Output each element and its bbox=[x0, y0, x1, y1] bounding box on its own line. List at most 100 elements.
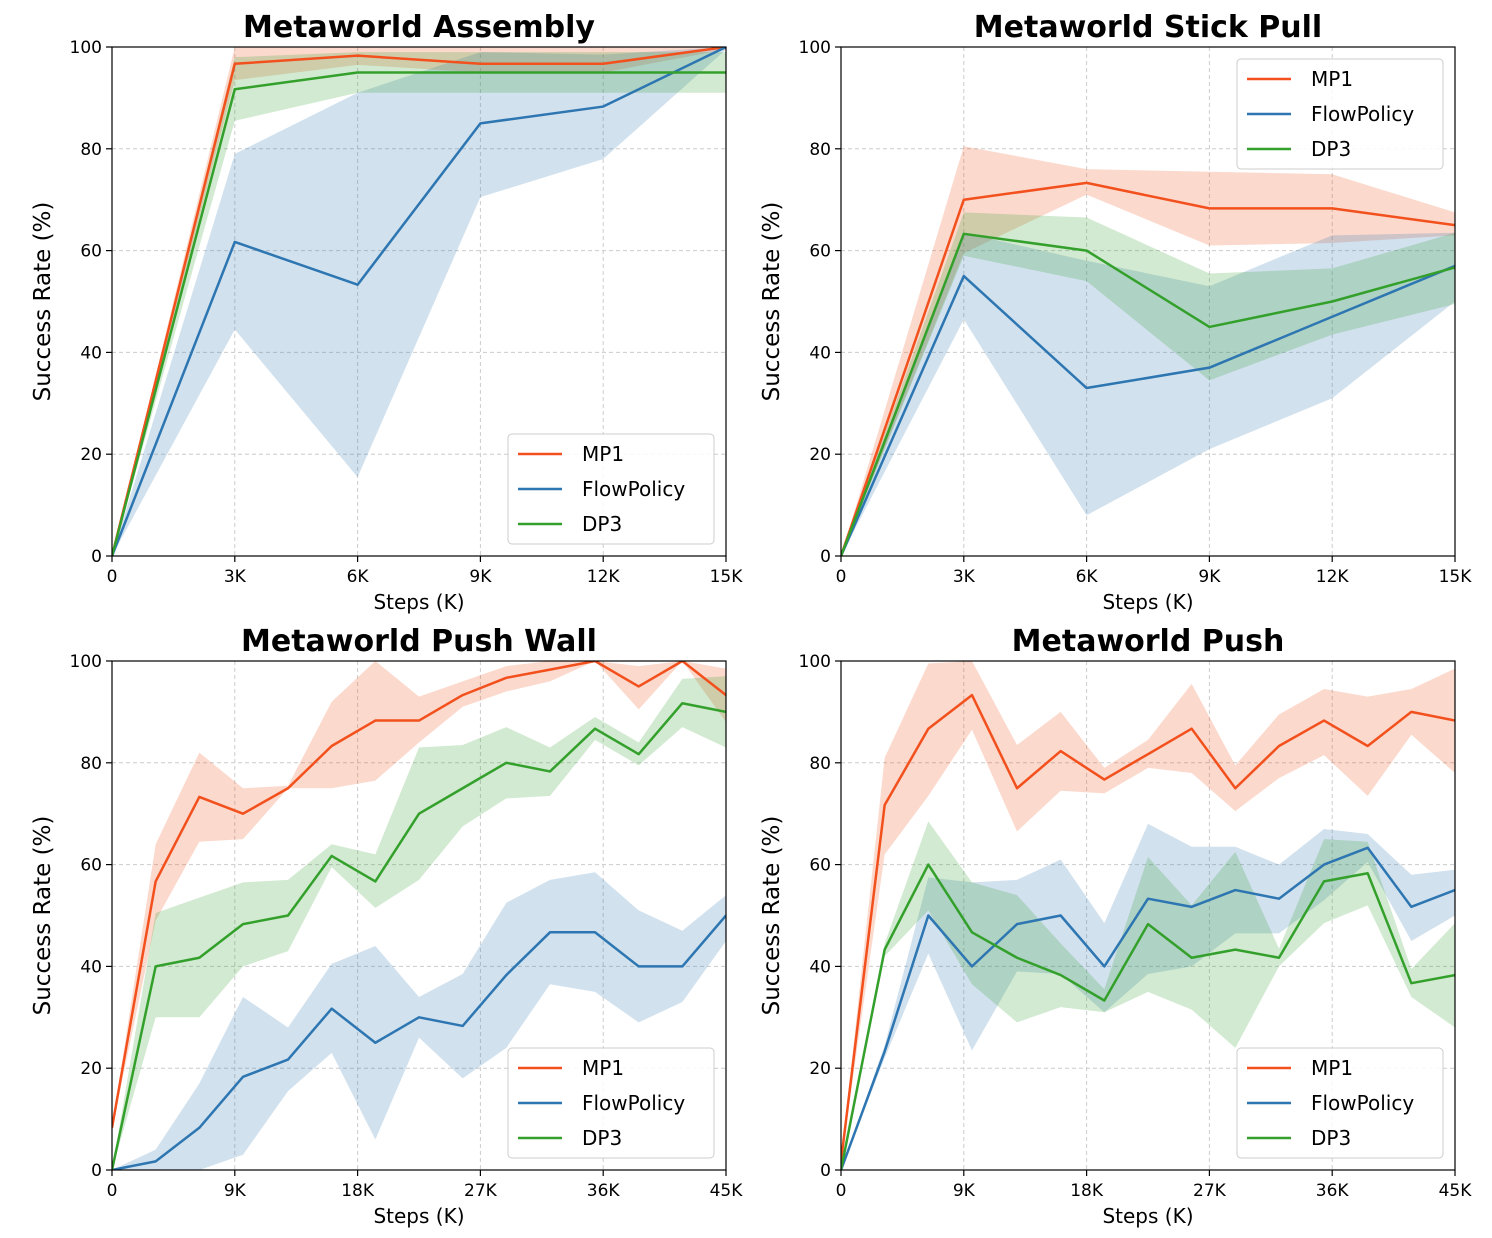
y-tick-label: 100 bbox=[799, 652, 831, 672]
series-line-flowpolicy bbox=[112, 914, 726, 1170]
x-tick-label: 27K bbox=[1193, 1181, 1227, 1201]
x-tick-label: 9K bbox=[1198, 567, 1221, 587]
y-tick-label: 40 bbox=[809, 343, 831, 363]
y-tick-label: 100 bbox=[799, 38, 831, 58]
band-flowpolicy bbox=[112, 872, 726, 1170]
legend-box bbox=[1236, 58, 1444, 170]
y-axis-label: Success Rate (%) bbox=[759, 202, 785, 402]
y-tick-label: 40 bbox=[809, 957, 831, 977]
band-flowpolicy bbox=[841, 823, 1455, 1170]
series-line-mp1 bbox=[112, 661, 726, 1128]
x-tick-label: 45K bbox=[710, 1181, 744, 1201]
series-line-flowpolicy bbox=[841, 846, 1455, 1170]
x-tick-label: 36K bbox=[587, 1181, 621, 1201]
y-tick-label: 20 bbox=[80, 445, 102, 465]
y-tick-label: 40 bbox=[80, 957, 102, 977]
x-tick-label: 0 bbox=[107, 1181, 118, 1201]
legend: MP1 FlowPolicy DP3 bbox=[1236, 58, 1444, 170]
legend-label-dp3: DP3 bbox=[1311, 137, 1351, 161]
y-axis-label: Success Rate (%) bbox=[30, 202, 56, 402]
x-tick-label: 45K bbox=[1439, 1181, 1473, 1201]
x-tick-label: 9K bbox=[953, 1181, 976, 1201]
x-tick-label: 6K bbox=[1076, 567, 1099, 587]
series-line-mp1 bbox=[841, 693, 1455, 1162]
series-line-flowpolicy bbox=[112, 47, 726, 556]
x-tick-label: 12K bbox=[1316, 567, 1350, 587]
chart-title: Metaworld Push bbox=[1012, 624, 1285, 659]
legend-label-dp3: DP3 bbox=[1311, 1126, 1351, 1150]
y-axis-label: Success Rate (%) bbox=[759, 816, 785, 1016]
series-line-dp3 bbox=[112, 71, 726, 556]
x-tick-label: 3K bbox=[224, 567, 247, 587]
band-flowpolicy bbox=[841, 232, 1455, 556]
x-axis-label: Steps (K) bbox=[373, 1204, 464, 1228]
chart-title: Metaworld Stick Pull bbox=[974, 10, 1322, 45]
series-line-dp3 bbox=[841, 863, 1455, 1170]
y-tick-label: 0 bbox=[820, 1161, 831, 1181]
x-axis-label: Steps (K) bbox=[1102, 1204, 1193, 1228]
y-tick-label: 20 bbox=[809, 1059, 831, 1079]
chart-panel-1: 0 3K 6K 9K 12K 15K 0 20 40 60 80 100 Metaworld Assem… bbox=[30, 10, 743, 614]
y-tick-label: 0 bbox=[91, 547, 102, 567]
x-tick-label: 6K bbox=[347, 567, 370, 587]
y-tick-label: 60 bbox=[80, 856, 102, 876]
axes-frame bbox=[111, 660, 727, 1171]
band-dp3 bbox=[841, 821, 1455, 1170]
band-flowpolicy bbox=[112, 47, 726, 556]
plot-area bbox=[841, 146, 1455, 556]
legend-label-mp1: MP1 bbox=[582, 442, 624, 466]
y-tick-label: 60 bbox=[809, 242, 831, 262]
x-tick-label: 36K bbox=[1316, 1181, 1350, 1201]
y-tick-label: 20 bbox=[809, 445, 831, 465]
series-line-dp3 bbox=[841, 232, 1455, 556]
chart-panel-2: 0 3K 6K 9K 12K 15K 0 20 40 60 80 100 Metaworld Stick… bbox=[759, 10, 1472, 614]
y-tick-label: 60 bbox=[80, 242, 102, 262]
y-tick-label: 80 bbox=[809, 140, 831, 160]
chart-panel-4: 0 9K 18K 27K 36K 45K 0 20 40 60 80 100 Metaworld Pus… bbox=[759, 624, 1472, 1228]
x-tick-label: 15K bbox=[1439, 567, 1473, 587]
series-line-mp1 bbox=[841, 181, 1455, 556]
axes-frame bbox=[840, 46, 1456, 557]
legend-label-flowpolicy: FlowPolicy bbox=[1311, 102, 1414, 126]
x-tick-label: 9K bbox=[224, 1181, 247, 1201]
x-tick-label: 0 bbox=[836, 567, 847, 587]
plot-area bbox=[112, 47, 726, 556]
band-dp3 bbox=[841, 212, 1455, 556]
band-mp1 bbox=[841, 661, 1455, 1163]
y-tick-label: 0 bbox=[91, 1161, 102, 1181]
legend-box bbox=[1236, 1047, 1444, 1159]
legend: MP1 FlowPolicy DP3 bbox=[507, 433, 715, 545]
axes-frame bbox=[840, 660, 1456, 1171]
x-axis-label: Steps (K) bbox=[1102, 590, 1193, 614]
legend-label-mp1: MP1 bbox=[1311, 67, 1353, 91]
y-tick-label: 80 bbox=[80, 140, 102, 160]
y-tick-label: 0 bbox=[820, 547, 831, 567]
chart-panel-3: 0 9K 18K 27K 36K 45K 0 20 40 60 80 100 Metaworld Pus… bbox=[30, 624, 743, 1228]
axes-frame bbox=[111, 46, 727, 557]
legend-label-flowpolicy: FlowPolicy bbox=[582, 1091, 685, 1115]
y-tick-label: 100 bbox=[70, 652, 102, 672]
legend-label-mp1: MP1 bbox=[582, 1056, 624, 1080]
x-tick-label: 15K bbox=[710, 567, 744, 587]
y-tick-label: 80 bbox=[809, 754, 831, 774]
y-tick-label: 20 bbox=[80, 1059, 102, 1079]
y-tick-label: 80 bbox=[80, 754, 102, 774]
y-tick-label: 60 bbox=[809, 856, 831, 876]
legend: MP1 FlowPolicy DP3 bbox=[1236, 1047, 1444, 1159]
series-line-mp1 bbox=[112, 47, 726, 556]
x-tick-label: 0 bbox=[107, 567, 118, 587]
legend: MP1 FlowPolicy DP3 bbox=[507, 1047, 715, 1159]
legend-label-flowpolicy: FlowPolicy bbox=[1311, 1091, 1414, 1115]
x-tick-label: 18K bbox=[341, 1181, 375, 1201]
x-tick-label: 18K bbox=[1070, 1181, 1104, 1201]
x-tick-label: 9K bbox=[469, 567, 492, 587]
x-tick-label: 27K bbox=[464, 1181, 498, 1201]
y-tick-label: 40 bbox=[80, 343, 102, 363]
y-tick-label: 100 bbox=[70, 38, 102, 58]
chart-title: Metaworld Assembly bbox=[243, 10, 595, 45]
plot-area bbox=[112, 661, 726, 1170]
x-tick-label: 12K bbox=[587, 567, 621, 587]
series-line-flowpolicy bbox=[841, 264, 1455, 556]
legend-label-dp3: DP3 bbox=[582, 512, 622, 536]
